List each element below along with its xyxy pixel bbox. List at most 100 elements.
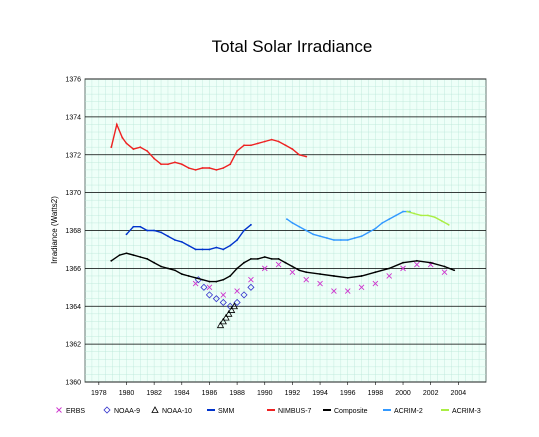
data-point-acrim-2: [319, 235, 321, 238]
x-tick-label: 1986: [202, 390, 218, 397]
data-point-composite: [215, 280, 218, 283]
data-point-composite: [146, 258, 149, 260]
data-point-nimbus-7: [305, 155, 308, 158]
data-point-erbs: [358, 284, 365, 291]
y-tick-label: 1372: [65, 152, 81, 159]
data-point-nimbus-7: [146, 150, 149, 152]
data-point-noaa-9: [212, 295, 220, 303]
data-point-composite: [229, 275, 232, 277]
data-point-noaa-9: [219, 298, 227, 307]
data-point-noaa-10: [230, 302, 239, 310]
legend-marker-noaa-10: [151, 406, 159, 413]
data-point-composite: [277, 258, 280, 260]
data-point-composite: [284, 261, 287, 264]
series-composite: [110, 252, 456, 283]
data-point-composite: [222, 278, 225, 281]
data-point-smm: [167, 235, 169, 238]
data-point-acrim-2: [346, 239, 349, 241]
data-point-smm: [132, 225, 135, 228]
data-point-acrim-2: [339, 239, 342, 241]
data-point-noaa-10: [227, 306, 236, 313]
data-point-composite: [256, 258, 259, 260]
data-point-composite: [402, 261, 404, 264]
data-point-nimbus-7: [263, 140, 266, 143]
legend-item-erbs: ERBS: [56, 407, 85, 415]
series-erbs: [192, 261, 448, 298]
data-point-composite: [332, 275, 335, 277]
series-line-composite: [110, 252, 455, 283]
data-point-acrim-2: [305, 229, 308, 232]
data-point-composite: [139, 256, 142, 258]
data-point-noaa-9: [200, 283, 208, 291]
data-point-smm: [125, 233, 128, 236]
data-point-acrim-2: [360, 235, 363, 238]
legend-label-smm: SMM: [218, 408, 235, 415]
data-point-nimbus-7: [222, 167, 225, 169]
data-point-composite: [298, 269, 301, 272]
data-point-smm: [243, 229, 245, 232]
data-point-composite: [194, 276, 197, 279]
data-point-acrim-2: [367, 231, 370, 234]
data-point-composite: [305, 271, 308, 274]
data-point-erbs: [414, 261, 420, 268]
data-point-smm: [222, 248, 225, 251]
data-point-noaa-9: [205, 291, 214, 299]
legend-item-smm: SMM: [207, 408, 235, 415]
x-tick-label: 1990: [257, 390, 273, 397]
data-point-nimbus-7: [110, 146, 113, 149]
data-point-nimbus-7: [270, 138, 273, 141]
x-tick-label: 1984: [174, 390, 190, 397]
data-point-composite: [429, 261, 432, 264]
legend-label-noaa-9: NOAA-9: [114, 408, 140, 415]
data-point-composite: [453, 269, 456, 272]
data-point-erbs: [289, 269, 296, 275]
data-point-composite: [346, 276, 349, 279]
series-noaa-10: [216, 302, 239, 329]
data-point-noaa-10: [222, 313, 230, 321]
data-point-nimbus-7: [194, 169, 197, 171]
data-point-nimbus-7: [121, 136, 124, 139]
data-point-noaa-9: [240, 291, 248, 299]
data-point-acrim-3: [413, 212, 415, 215]
chart-title: Total Solar Irradiance: [212, 37, 373, 56]
data-point-acrim-2: [388, 218, 391, 221]
data-point-erbs: [275, 261, 282, 268]
data-point-nimbus-7: [201, 167, 204, 169]
data-point-erbs: [234, 288, 240, 294]
data-point-acrim-2: [298, 225, 301, 228]
legend-item-acrim-2: ACRIM-2: [383, 408, 423, 415]
data-point-composite: [167, 267, 169, 270]
data-point-nimbus-7: [298, 153, 301, 156]
data-point-nimbus-7: [153, 157, 156, 160]
data-point-composite: [250, 258, 252, 260]
data-point-smm: [250, 223, 252, 226]
data-point-acrim-2: [381, 222, 384, 224]
data-point-nimbus-7: [115, 123, 118, 126]
data-point-nimbus-7: [208, 167, 211, 169]
data-point-composite: [263, 256, 266, 258]
legend-item-noaa-9: NOAA-9: [103, 406, 140, 415]
legend-label-nimbus-7: NIMBUS-7: [278, 408, 312, 415]
data-point-acrim-3: [420, 214, 422, 217]
data-point-composite: [270, 258, 273, 260]
series-acrim-2: [285, 210, 411, 241]
data-point-acrim-3: [440, 220, 443, 222]
data-point-smm: [236, 239, 239, 241]
data-point-nimbus-7: [173, 161, 176, 164]
data-point-erbs: [331, 288, 337, 294]
data-point-composite: [153, 261, 156, 264]
x-tick-label: 1988: [229, 390, 245, 397]
data-point-erbs: [344, 288, 351, 294]
axis-layer: 1360 1362 1364 1366 1368 1370 1372 1374 1376 1978…: [65, 77, 466, 398]
data-point-composite: [243, 261, 245, 264]
data-point-composite: [132, 254, 135, 257]
data-point-nimbus-7: [187, 167, 190, 169]
series-smm: [125, 223, 252, 251]
legend-marker-noaa-9: [103, 406, 111, 414]
data-point-composite: [415, 259, 418, 262]
data-point-composite: [125, 252, 128, 255]
data-point-nimbus-7: [132, 148, 135, 150]
data-point-noaa-10: [225, 309, 233, 317]
data-point-smm: [215, 246, 218, 249]
